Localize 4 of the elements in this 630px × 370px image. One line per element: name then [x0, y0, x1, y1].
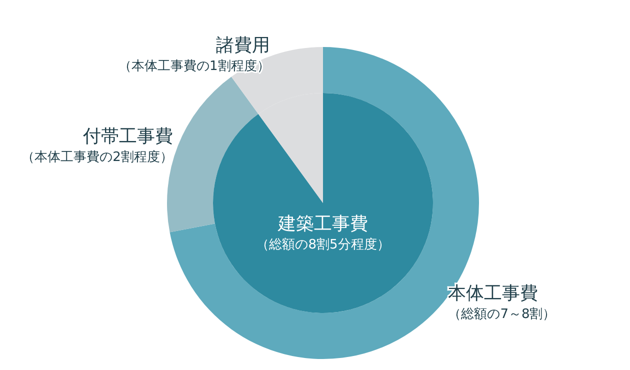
- slice-label: 付帯工事費（本体工事費の2割程度）: [22, 126, 173, 166]
- slice-label: 建築工事費（総額の8割5分程度）: [256, 214, 390, 252]
- slice-label: 諸費用（本体工事費の1割程度）: [118, 35, 270, 74]
- slice-label: 本体工事費（総額の7～8割）: [448, 282, 556, 322]
